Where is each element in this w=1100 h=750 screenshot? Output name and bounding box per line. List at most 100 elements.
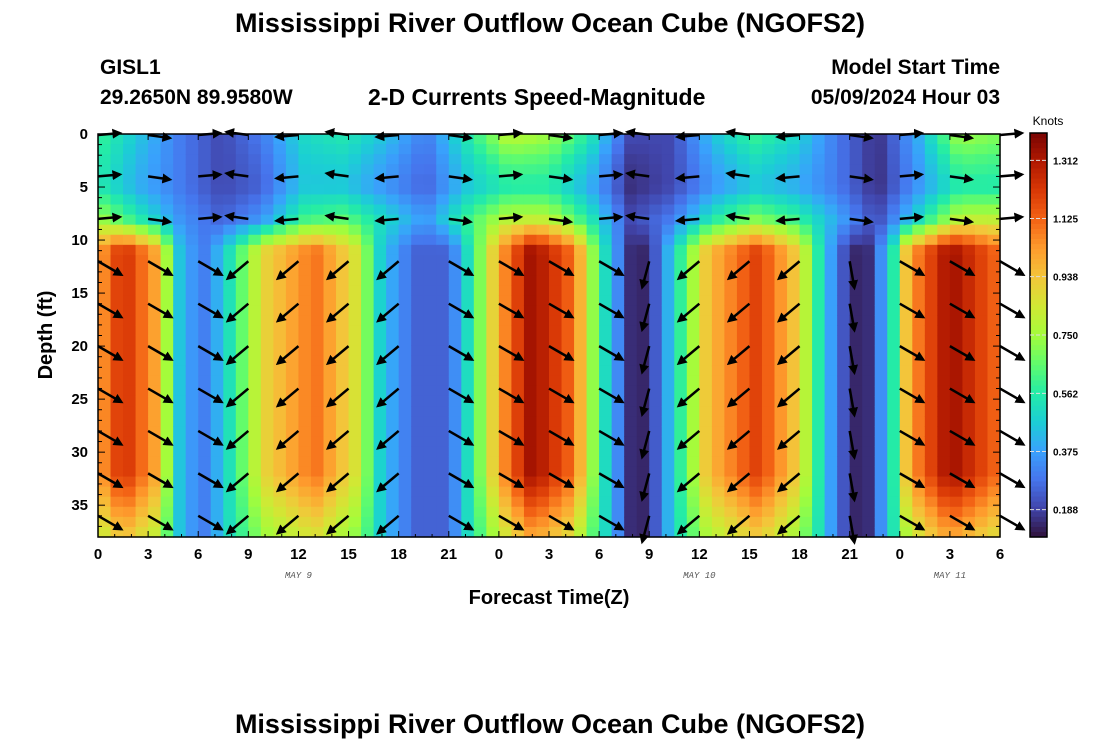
heatmap-cell [586, 144, 600, 155]
heatmap-cell [223, 275, 237, 286]
heatmap-cell [386, 275, 400, 286]
heatmap-cell [248, 355, 262, 367]
heatmap-cell [574, 395, 588, 407]
heatmap-cell [761, 526, 776, 538]
heatmap-cell [310, 355, 325, 367]
heatmap-cell [348, 526, 362, 538]
heatmap-cell [235, 426, 249, 437]
heatmap-cell [323, 456, 337, 468]
heatmap-cell [812, 214, 826, 226]
heatmap-cell [135, 476, 149, 488]
heatmap-cell [887, 456, 901, 468]
current-vector [225, 429, 250, 450]
heatmap-cell [799, 164, 813, 175]
heatmap-cell [123, 416, 137, 427]
heatmap-cell [310, 476, 325, 488]
heatmap-cell [849, 506, 863, 518]
heatmap-cell [235, 234, 249, 246]
heatmap-cell [423, 244, 437, 256]
heatmap-cell [361, 315, 375, 327]
heatmap-cell [824, 325, 838, 337]
heatmap-cell [711, 375, 725, 387]
heatmap-cell [699, 395, 713, 407]
heatmap-cell [774, 234, 788, 246]
y-tick-label: 20 [71, 338, 88, 355]
heatmap-cell [837, 164, 851, 175]
heatmap-cell [824, 315, 838, 327]
heatmap-cell [160, 295, 174, 306]
heatmap-cell [949, 516, 964, 528]
heatmap-cell [448, 426, 462, 437]
heatmap-cell [160, 375, 174, 387]
heatmap-cell [523, 224, 538, 236]
heatmap-cell [549, 325, 563, 337]
heatmap-cell [135, 234, 149, 246]
current-vector [275, 514, 300, 535]
heatmap-cell [98, 224, 112, 236]
heatmap-cell [348, 134, 362, 145]
heatmap-cell [724, 275, 738, 286]
heatmap-cell [862, 264, 876, 276]
heatmap-cell [799, 375, 813, 387]
heatmap-cell [937, 194, 951, 206]
heatmap-cell [148, 395, 162, 407]
heatmap-cell [987, 134, 1001, 145]
heatmap-cell [611, 295, 625, 306]
heatmap-cell [323, 254, 337, 266]
current-vector [674, 131, 700, 142]
footer-title: Mississippi River Outflow Ocean Cube (NG… [234, 709, 866, 739]
current-vector [225, 514, 250, 535]
heatmap-cell [812, 456, 826, 468]
heatmap-cell [962, 254, 976, 266]
heatmap-cell [674, 416, 688, 427]
heatmap-cell [436, 134, 450, 145]
heatmap-cell [461, 144, 475, 155]
heatmap-cell [624, 144, 638, 155]
heatmap-cell [398, 365, 412, 377]
heatmap-cell [386, 466, 400, 478]
current-vector [776, 514, 801, 535]
heatmap-cell [812, 506, 826, 518]
heatmap-cell [198, 456, 212, 468]
heatmap-cell [636, 285, 650, 296]
heatmap-cell [298, 244, 312, 256]
heatmap-cell [361, 194, 375, 206]
heatmap-cell [824, 406, 838, 417]
heatmap-cell [411, 285, 425, 296]
heatmap-cell [686, 406, 700, 417]
heatmap-cell [611, 466, 625, 478]
heatmap-cell [386, 335, 400, 347]
heatmap-cell [411, 345, 425, 357]
heatmap-cell [173, 234, 187, 246]
heatmap-cell [761, 204, 776, 216]
heatmap-cell [461, 456, 475, 468]
heatmap-cell [724, 426, 738, 437]
heatmap-cell [248, 184, 262, 196]
colorbar-swatch [1030, 319, 1047, 326]
heatmap-cell [824, 234, 838, 246]
heatmap-cell [260, 184, 274, 196]
heatmap-cell [198, 214, 212, 226]
heatmap-cell [761, 224, 776, 236]
heatmap-cell [899, 496, 913, 508]
heatmap-cell [924, 476, 938, 488]
heatmap-cell [962, 295, 976, 306]
heatmap-cell [135, 224, 149, 236]
heatmap-cell [373, 224, 387, 236]
heatmap-cell [498, 184, 513, 196]
heatmap-cell [987, 224, 1001, 236]
heatmap-cell [411, 365, 425, 377]
heatmap-cell [110, 295, 124, 306]
heatmap-cell [148, 164, 162, 175]
heatmap-cell [523, 295, 538, 306]
heatmap-cell [210, 144, 224, 155]
current-vector [448, 387, 475, 404]
heatmap-cell [599, 305, 613, 316]
heatmap-cell [661, 315, 675, 327]
heatmap-cell [448, 456, 462, 468]
heatmap-cell [473, 194, 487, 206]
heatmap-cell [523, 355, 538, 367]
heatmap-cell [436, 264, 450, 276]
heatmap-cell [173, 154, 187, 165]
heatmap-cell [373, 516, 387, 528]
